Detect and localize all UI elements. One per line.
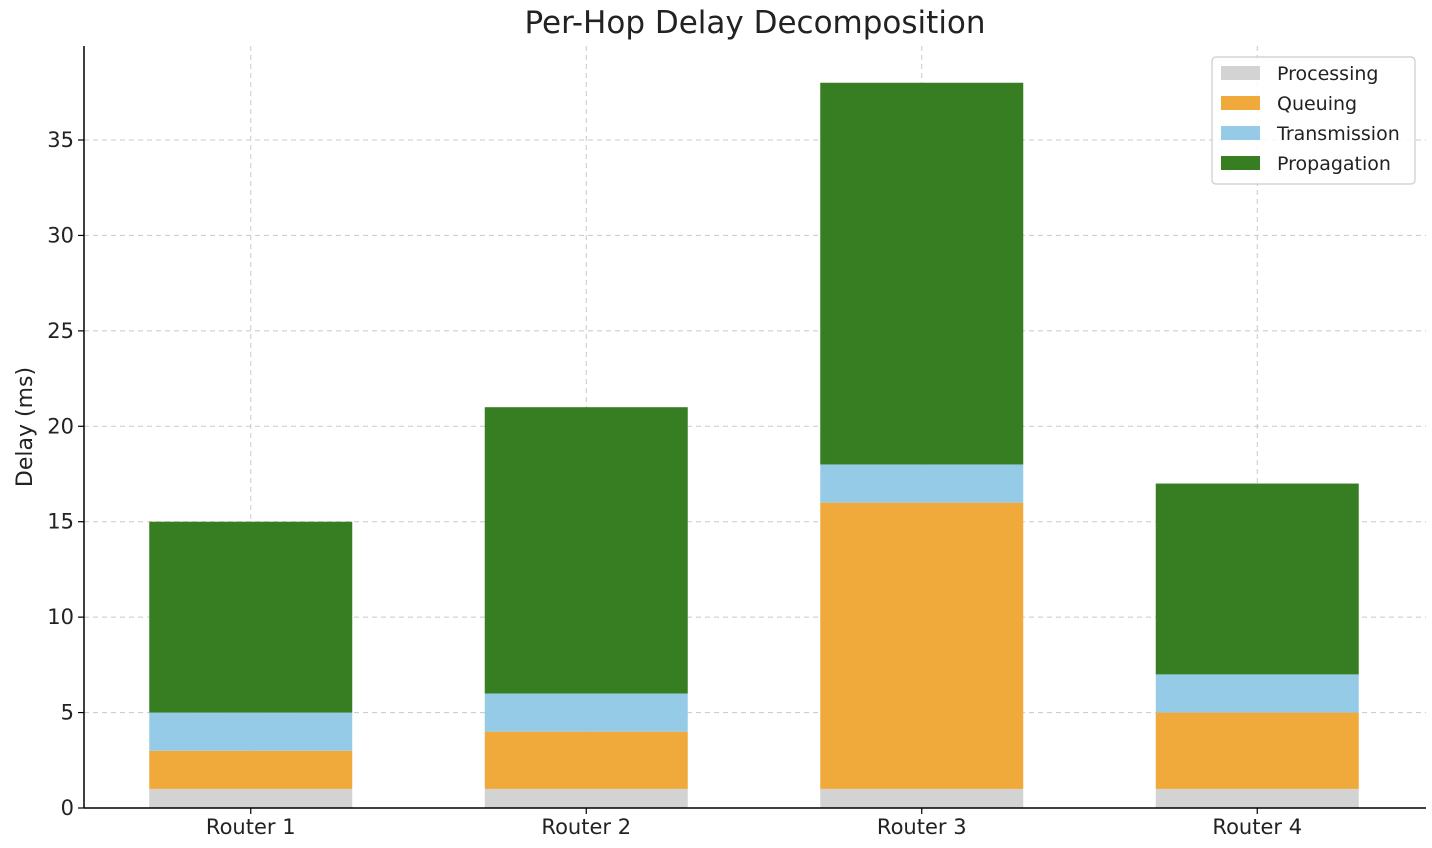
bar-queuing-4 (1155, 712, 1359, 789)
bars (149, 82, 1359, 808)
x-tick-label: Router 3 (877, 815, 967, 839)
axes (83, 46, 1426, 809)
y-tick-label: 15 (47, 510, 74, 534)
legend: Processing Queuing Transmission Propagation (1211, 56, 1416, 185)
legend-box (1211, 56, 1416, 185)
bar-propagation-2 (484, 407, 688, 694)
legend-label-transmission: Transmission (1276, 123, 1400, 145)
chart-title: Per-Hop Delay Decomposition (524, 5, 985, 41)
bar-transmission-3 (820, 464, 1024, 503)
bar-queuing-2 (484, 731, 688, 789)
y-tick-label: 10 (47, 605, 74, 629)
legend-label-processing: Processing (1277, 63, 1378, 85)
bar-transmission-2 (484, 693, 688, 732)
y-tick-label: 5 (61, 701, 74, 725)
legend-swatch-propagation (1221, 156, 1260, 170)
y-tick-label: 0 (61, 796, 74, 820)
legend-label-queuing: Queuing (1277, 93, 1357, 115)
y-tick-label: 25 (47, 319, 74, 343)
bar-processing-3 (820, 788, 1024, 808)
y-tick-label: 30 (47, 223, 74, 247)
legend-label-propagation: Propagation (1277, 153, 1391, 175)
legend-swatch-queuing (1221, 96, 1260, 110)
bar-transmission-1 (149, 712, 353, 751)
bar-processing-1 (149, 788, 353, 808)
x-tick-label: Router 2 (541, 815, 631, 839)
bar-propagation-4 (1155, 483, 1359, 675)
bar-processing-4 (1155, 788, 1359, 808)
bar-processing-2 (484, 788, 688, 808)
x-tick-label: Router 1 (206, 815, 296, 839)
bar-propagation-3 (820, 82, 1024, 465)
y-tick-label: 35 (47, 128, 74, 152)
tick-labels: 0 5 10 15 20 25 30 35 Router 1 Router 2 Router 3 Ro… (47, 128, 1302, 839)
legend-swatch-processing (1221, 66, 1260, 80)
x-tick-label: Router 4 (1212, 815, 1302, 839)
y-tick-label: 20 (47, 414, 74, 438)
bar-queuing-1 (149, 750, 353, 789)
bar-propagation-1 (149, 521, 353, 713)
bar-queuing-3 (820, 502, 1024, 789)
legend-swatch-transmission (1221, 126, 1260, 140)
y-axis-label: Delay (ms) (13, 367, 38, 487)
bar-transmission-4 (1155, 674, 1359, 713)
